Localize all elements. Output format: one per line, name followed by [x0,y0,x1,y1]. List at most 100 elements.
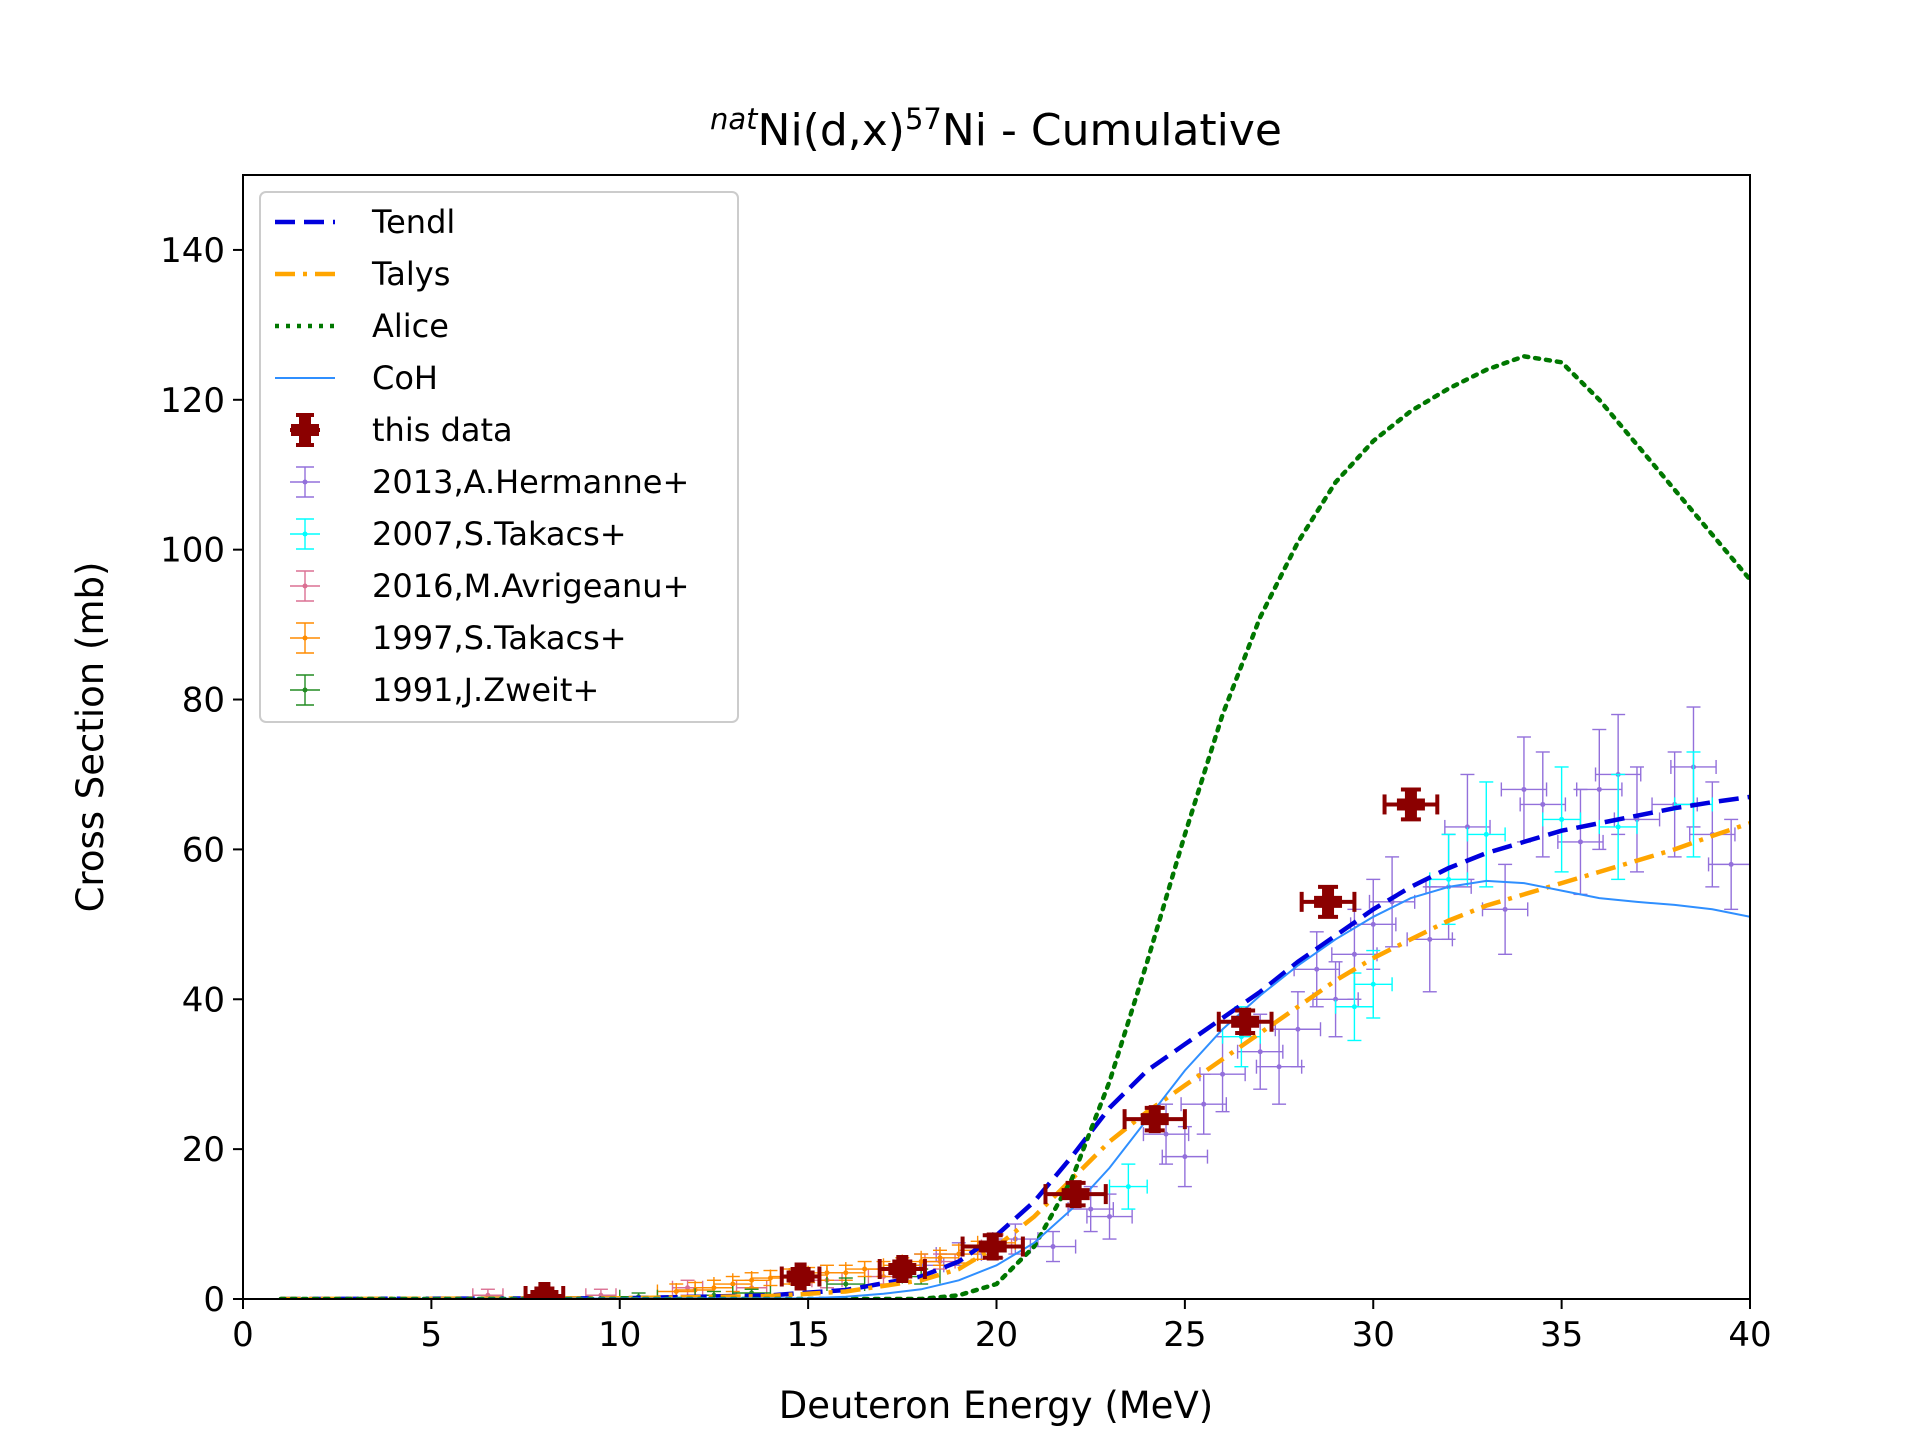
x-tick-label: 35 [1540,1315,1583,1355]
plus-marker [888,1255,917,1284]
y-axis-ticks: 0 20 40 60 80 100 120 140 [160,231,243,1320]
marks-layer [278,353,1750,1299]
plus-marker [1140,1105,1169,1134]
data-point-2013-a-hermanne [1236,1013,1284,1090]
plus-marker [1314,887,1343,916]
legend-point-marker [302,583,308,589]
data-point-this-data [1122,1105,1187,1134]
data-point-2007-s-takacs [1542,766,1582,873]
point-marker [1107,1214,1113,1220]
title-mid-superscript: 57 [905,102,942,136]
plus-marker [1061,1180,1090,1209]
point-marker [1502,906,1508,912]
x-tick-label: 30 [1352,1315,1395,1355]
data-point-this-data [779,1262,822,1291]
point-marker [1370,921,1376,927]
title-suffix-text: Ni - Cumulative [942,105,1282,156]
plus-marker [978,1232,1007,1261]
legend-entry-2016-m-avrigeanu: 2016,M.Avrigeanu+ [290,567,689,605]
data-point-2016-m-avrigeanu [585,1288,617,1299]
point-marker [1088,1206,1094,1212]
y-tick-label: 80 [182,681,225,721]
legend-items: Tendl Talys Alice CoH this data 2013,A.Herman… [275,203,689,709]
data-point-this-data [523,1282,566,1299]
x-tick-label: 20 [975,1315,1018,1355]
legend-label: 1997,S.Takacs+ [372,619,627,657]
point-marker [1125,1184,1131,1190]
legend-label: this data [372,411,513,449]
legend-entry-1991-j-zweit: 1991,J.Zweit+ [290,671,599,709]
data-point-2013-a-hermanne [1086,1193,1133,1240]
point-marker [1163,1131,1169,1137]
point-marker [1050,1244,1056,1250]
point-marker [1559,816,1565,822]
legend-entry-this-data: this data [290,411,513,449]
point-marker [1596,786,1602,792]
series-2007-s-takacs [1108,751,1714,1210]
data-point-2013-a-hermanne [1274,991,1322,1068]
legend-entry-1997-s-takacs: 1997,S.Takacs+ [290,619,627,657]
legend-point-marker [302,687,308,693]
data-point-2007-s-takacs [1108,1163,1148,1210]
data-point-2007-s-takacs [1598,773,1638,881]
point-marker [1577,839,1583,845]
data-point-this-data [1382,787,1440,822]
data-point-2013-a-hermanne [1161,1125,1209,1188]
legend-point-marker [302,531,308,537]
curve-talys [280,821,1750,1299]
data-point-2013-a-hermanne [1368,856,1416,948]
legend-entry-tendl: Tendl [275,203,455,241]
data-point-this-data [960,1232,1025,1261]
legend-entry-coh: CoH [275,359,438,397]
x-tick-label: 40 [1728,1315,1771,1355]
data-point-this-data [1216,1007,1274,1036]
y-tick-label: 0 [203,1280,225,1320]
data-point-this-data [877,1255,927,1284]
data-point-2007-s-takacs [1353,949,1393,1019]
plus-marker [786,1262,815,1291]
data-point-2013-a-hermanne [1519,751,1567,858]
plot-area [278,353,1750,1299]
title-main-text: Ni(d,x) [758,105,905,156]
x-tick-label: 0 [232,1315,254,1355]
y-tick-label: 120 [160,381,225,421]
legend-label: 2013,A.Hermanne+ [372,463,689,501]
x-tick-label: 15 [786,1315,829,1355]
legend-label: Talys [371,255,450,293]
point-marker [1351,1004,1357,1010]
legend-label: CoH [372,359,438,397]
legend-label: 2016,M.Avrigeanu+ [372,567,689,605]
y-tick-label: 20 [182,1130,225,1170]
data-point-2013-a-hermanne [1500,736,1548,843]
x-tick-label: 5 [421,1315,443,1355]
legend-point-marker [302,635,308,641]
series-this-data [523,787,1440,1299]
y-tick-label: 140 [160,231,225,271]
point-marker [1314,966,1320,972]
curve-tendl [280,794,1750,1299]
y-axis-label: Cross Section (mb) [69,562,112,913]
point-marker [1464,824,1470,830]
point-marker [1728,861,1734,867]
chart-title: natNi(d,x)57Ni - Cumulative [710,102,1282,156]
curve-alice [278,353,1750,1299]
point-marker [1276,1064,1282,1070]
point-marker [1201,1101,1207,1107]
legend-plus-marker [291,416,319,444]
data-point-2013-a-hermanne [1707,818,1750,911]
point-marker [1483,831,1489,837]
point-marker [1257,1049,1263,1055]
point-marker [685,1285,691,1291]
point-marker [1370,981,1376,987]
point-marker [1333,996,1339,1002]
legend-label: 1991,J.Zweit+ [372,671,599,709]
x-tick-label: 10 [598,1315,641,1355]
point-marker [1427,936,1433,942]
point-marker [1446,876,1452,882]
data-point-2013-a-hermanne [1481,863,1529,956]
x-tick-label: 25 [1163,1315,1206,1355]
point-marker [843,1281,849,1287]
legend-point-marker [302,479,308,485]
